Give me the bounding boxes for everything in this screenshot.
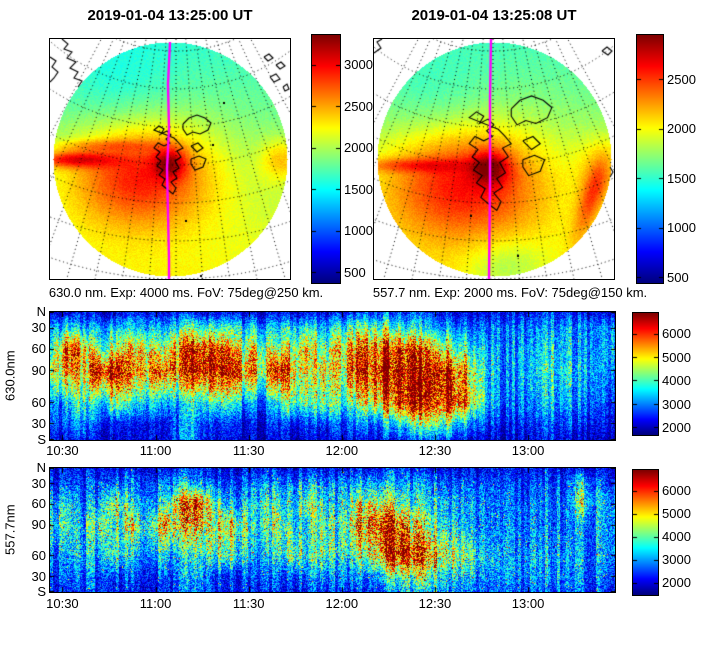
keogram-557-y-tick-label: 60 [31,548,46,564]
colorbar-allsky-630-tick-label: 2500 [344,98,373,114]
colorbar-allsky-557-tick-label: 1000 [667,220,696,236]
keogram-557-x-tick-label: 11:30 [232,596,265,611]
keogram-630-x-tick-label: 12:30 [418,443,452,458]
keogram-630-y-tick-label: 60 [31,341,46,357]
allsky-caption-557: 557.7 nm. Exp: 2000 ms. FoV: 75deg@150 k… [372,285,648,300]
colorbar-keogram-630-tick-label: 4000 [662,373,691,389]
colorbar-keogram-630-tick-label: 6000 [662,326,691,342]
keogram-ylabel-557: 557.7nm [2,504,18,556]
colorbar-keogram-557-tick-label: 2000 [662,575,691,591]
allsky-title-630: 2019-01-04 13:25:00 UT [87,7,253,24]
keogram-557-y-tick-label: 60 [31,495,46,511]
colorbar-allsky-630-tick-label: 500 [344,265,366,280]
keogram-630-y-tick-label: N [36,304,46,319]
allsky-image-557-canvas [373,38,615,280]
colorbar-keogram-557-tick-label: 4000 [662,529,691,545]
colorbar-keogram-630-tick-label: 3000 [662,396,691,412]
colorbar-allsky-557-tick-label: 1500 [667,170,696,186]
keogram-557-y-tick-label: S [37,584,46,599]
colorbar-keogram-630-tick-label: 2000 [662,419,691,435]
colorbar-keogram-557-tick-label: 3000 [662,552,691,568]
colorbar-allsky-630-tick-label: 1500 [344,181,373,197]
keogram-557-y-tick-label: 30 [31,568,46,584]
keogram-557-x-tick-label: 12:00 [325,596,359,611]
colorbar-allsky-630-tick-label: 1000 [344,223,373,239]
colorbar-keogram-557-tick-label: 5000 [662,505,691,521]
keogram-557-canvas [49,467,616,593]
allsky-image-630-canvas [49,38,291,280]
colorbar-allsky-557-tick-label: 2000 [667,121,696,137]
colorbar-keogram-557-tick-label: 6000 [662,482,691,498]
colorbar-allsky-557 [636,34,664,284]
keogram-630-y-tick-label: 90 [31,362,46,378]
colorbar-allsky-557-tick-label: 500 [667,270,689,286]
keogram-630-y-tick-label: 30 [31,416,46,431]
keogram-630-y-tick-label: 60 [31,394,46,410]
allsky-title-557: 2019-01-04 13:25:08 UT [411,7,577,24]
keogram-630-canvas [49,311,616,441]
keogram-630-x-tick-label: 12:00 [325,443,359,458]
keogram-ylabel-630: 630.0nm [2,350,18,402]
keogram-630-x-tick-label: 13:00 [511,443,545,458]
keogram-630-x-tick-label: 11:00 [139,443,172,458]
colorbar-keogram-557 [632,469,659,596]
keogram-557-x-tick-label: 12:30 [418,596,452,611]
keogram-557-y-tick-label: N [36,460,46,475]
keogram-630-x-tick-label: 11:30 [232,443,265,458]
colorbar-keogram-630 [632,312,659,436]
keogram-630-y-tick-label: S [37,432,46,447]
keogram-557-x-tick-label: 13:00 [511,596,545,611]
keogram-557-y-tick-label: 90 [31,517,46,533]
colorbar-keogram-630-tick-label: 5000 [662,349,691,365]
colorbar-allsky-630-tick-label: 2000 [344,140,373,156]
colorbar-allsky-557-tick-label: 2500 [667,71,696,87]
keogram-630-x-tick-label: 10:30 [46,443,79,458]
colorbar-allsky-630-tick-label: 3000 [344,56,373,72]
keogram-557-y-tick-label: 30 [31,475,46,491]
keogram-557-x-tick-label: 10:30 [46,596,79,611]
colorbar-allsky-630 [311,34,341,284]
keogram-630-y-tick-label: 30 [31,320,46,335]
allsky-caption-630: 630.0 nm. Exp: 4000 ms. FoV: 75deg@250 k… [48,285,324,300]
keogram-557-x-tick-label: 11:00 [139,596,172,611]
